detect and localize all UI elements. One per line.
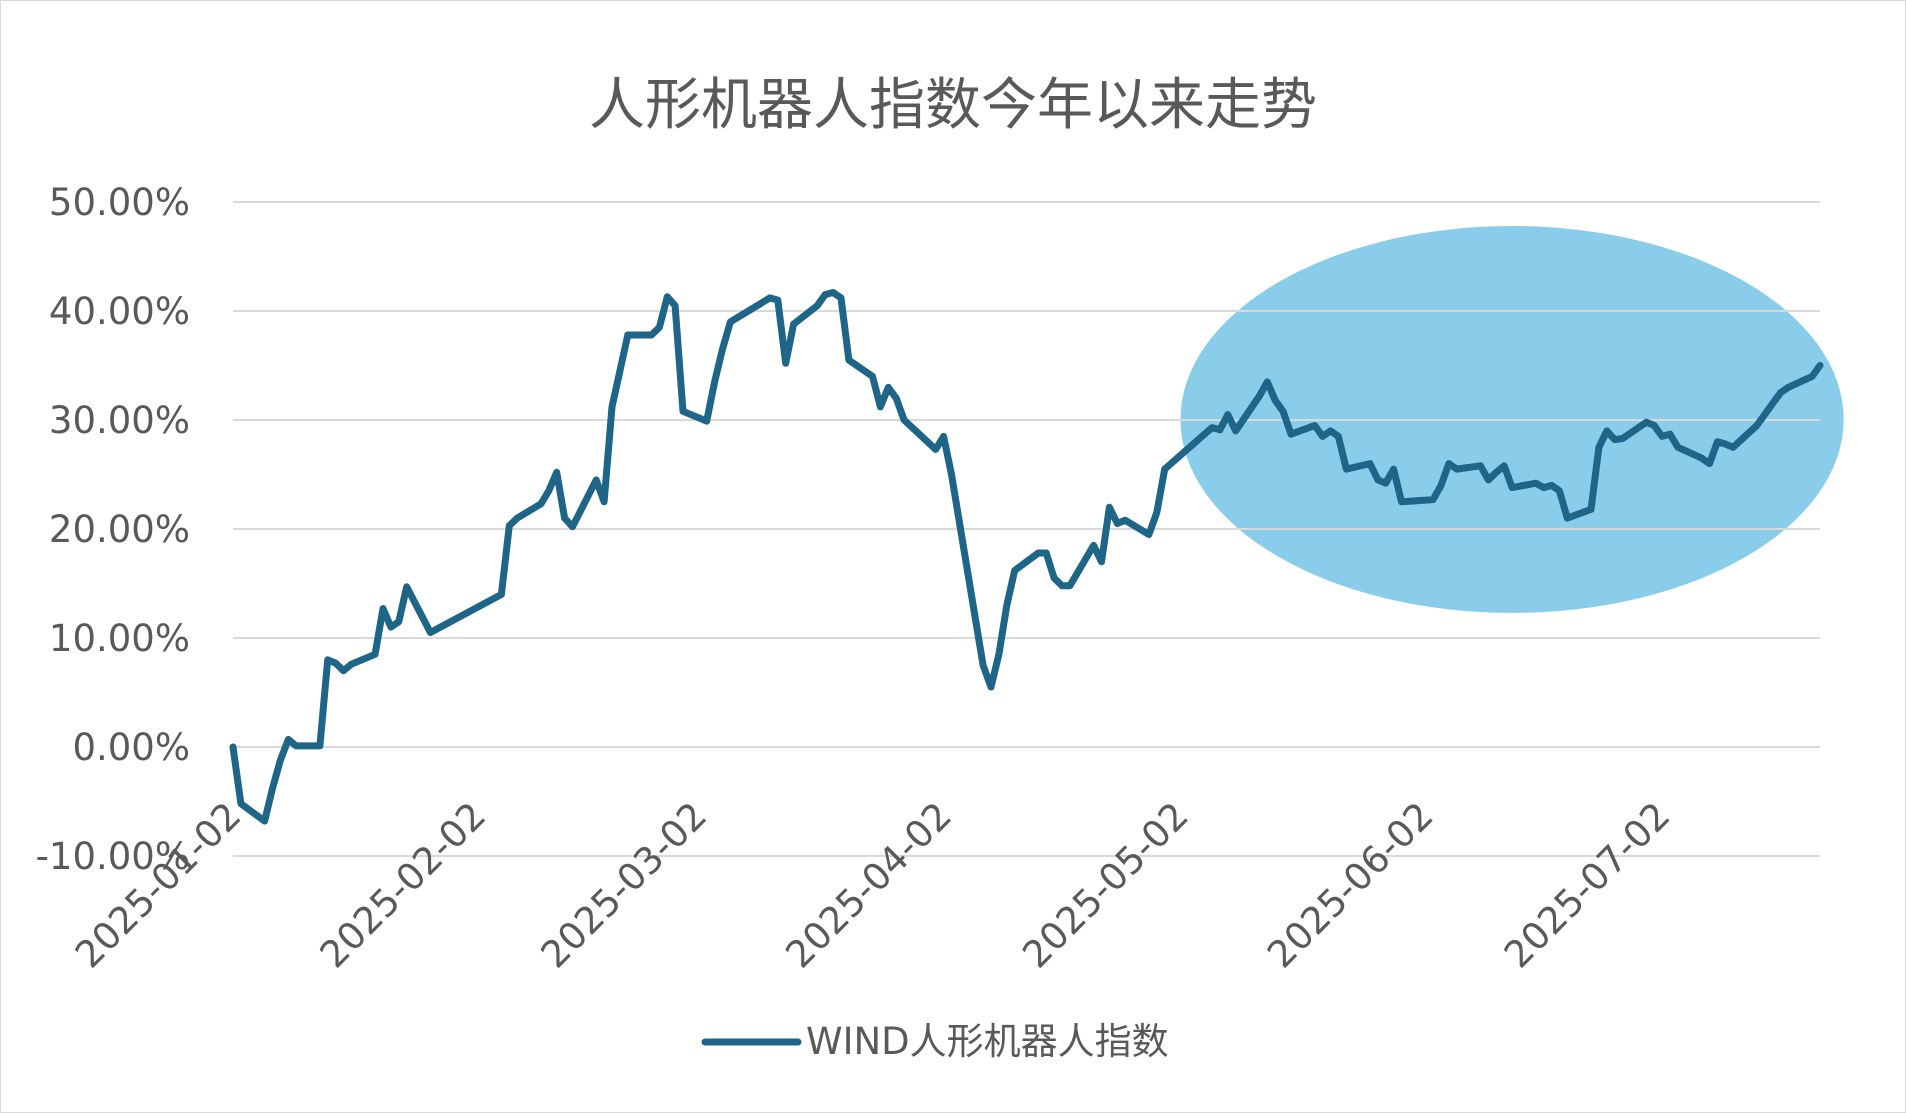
legend-label: WIND人形机器人指数 (806, 1020, 1169, 1063)
y-tick-label: 20.00% (49, 508, 190, 551)
x-tick-label: 2025-07-02 (1496, 794, 1678, 976)
x-tick-label: 2025-04-02 (778, 794, 960, 976)
x-tick-label: 2025-02-02 (312, 794, 494, 976)
chart-title: 人形机器人指数今年以来走势 (589, 73, 1317, 138)
x-tick-label: 2025-06-02 (1259, 794, 1441, 976)
x-tick-label: 2025-05-02 (1014, 794, 1196, 976)
y-tick-label: 40.00% (49, 290, 190, 333)
series-line (229, 289, 1824, 825)
x-tick-label: 2025-01-02 (67, 794, 249, 976)
y-tick-label: -10.00% (36, 835, 190, 878)
y-tick-label: 10.00% (49, 617, 190, 660)
x-tick-label: 2025-03-02 (533, 794, 715, 976)
y-tick-label: 50.00% (49, 181, 190, 224)
y-tick-label: 0.00% (72, 726, 190, 769)
y-tick-label: 30.00% (49, 399, 190, 442)
